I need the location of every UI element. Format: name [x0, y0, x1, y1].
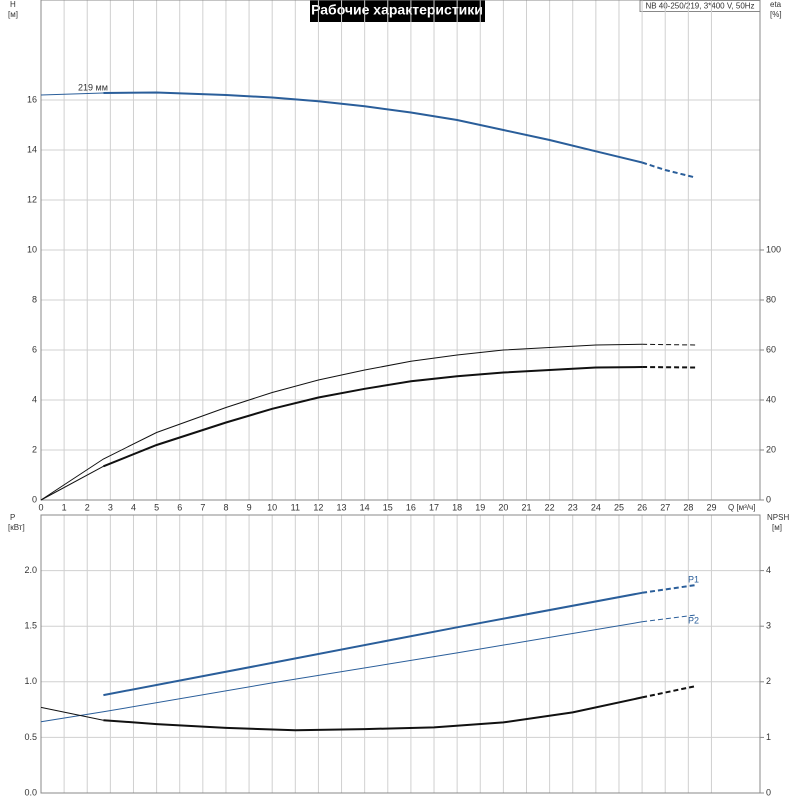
y-tick-label: 16: [27, 94, 37, 104]
plot-frame: [40, 0, 761, 501]
x-tick-label: 0: [38, 502, 43, 512]
title-box: [310, 0, 485, 22]
y2-axis-unit: [%]: [770, 10, 782, 19]
x-tick-label: 10: [267, 502, 277, 512]
x-tick-label: 20: [498, 502, 508, 512]
curve: [40, 343, 643, 501]
curve: [103, 696, 643, 732]
x-tick-label: 6: [177, 502, 182, 512]
annotation: P1: [688, 574, 699, 584]
x-tick-label: 24: [591, 502, 601, 512]
curve: [40, 706, 104, 721]
curve: [40, 465, 104, 501]
x-tick-label: 17: [429, 502, 439, 512]
curve: [641, 161, 696, 179]
x-tick-label: 29: [706, 502, 716, 512]
x-tick-label: 18: [452, 502, 462, 512]
x-tick-label: 2: [85, 502, 90, 512]
y-tick-label: 2: [32, 444, 37, 454]
x-tick-label: 7: [200, 502, 205, 512]
x-tick-label: 26: [637, 502, 647, 512]
y-tick-label: 6: [32, 344, 37, 354]
y-tick-label: 12: [27, 194, 37, 204]
x-tick-label: 28: [683, 502, 693, 512]
y-tick-label: 2.0: [24, 565, 37, 575]
x-tick-label: 5: [154, 502, 159, 512]
y-tick-label: 14: [27, 144, 37, 154]
curve: [641, 685, 696, 699]
curve: [103, 366, 643, 468]
y-tick-label: 1.5: [24, 621, 37, 631]
curve: [642, 614, 696, 623]
x-tick-label: 4: [131, 502, 136, 512]
y2-tick-label: 2: [766, 676, 771, 686]
y-tick-label: 10: [27, 244, 37, 254]
y2-tick-label: 40: [766, 394, 776, 404]
curve: [641, 584, 696, 594]
y-axis-unit: [м]: [8, 10, 18, 19]
y2-tick-label: 0: [766, 494, 771, 504]
y-axis-unit: [кВт]: [8, 523, 25, 532]
curve: [642, 366, 696, 369]
y-tick-label: 4: [32, 394, 37, 404]
curve: [40, 621, 643, 723]
annotation: 219 мм: [78, 82, 108, 92]
curve: [103, 591, 643, 697]
curve: [642, 343, 696, 346]
y2-tick-label: 100: [766, 244, 781, 254]
y-axis-label: P: [10, 513, 15, 522]
curve: [103, 91, 643, 164]
x-tick-label: 3: [108, 502, 113, 512]
y-tick-label: 0: [32, 494, 37, 504]
x-tick-label: 8: [223, 502, 228, 512]
y2-tick-label: 60: [766, 344, 776, 354]
chart-title: Рабочие характеристики: [311, 2, 483, 18]
x-tick-label: 12: [313, 502, 323, 512]
x-tick-label: 22: [545, 502, 555, 512]
x-axis-label: Q [м³/ч]: [728, 503, 755, 512]
x-tick-label: 11: [291, 502, 300, 512]
x-tick-label: 14: [360, 502, 370, 512]
y-tick-label: 0.0: [24, 787, 37, 797]
y-tick-label: 8: [32, 294, 37, 304]
y2-tick-label: 1: [766, 732, 771, 742]
plot-frame: [40, 514, 761, 794]
y2-tick-label: 4: [766, 565, 771, 575]
curve: [40, 92, 104, 96]
y2-axis-unit: [м]: [772, 523, 782, 532]
x-tick-label: 9: [247, 502, 252, 512]
y2-tick-label: 0: [766, 787, 771, 797]
y-tick-label: 1.0: [24, 676, 37, 686]
y2-axis-label: eta: [770, 0, 782, 9]
y-tick-label: 0.5: [24, 732, 37, 742]
x-tick-label: 23: [568, 502, 578, 512]
x-tick-label: 1: [62, 502, 67, 512]
x-tick-label: 19: [475, 502, 485, 512]
x-tick-label: 25: [614, 502, 624, 512]
x-tick-label: 15: [383, 502, 393, 512]
y2-tick-label: 20: [766, 444, 776, 454]
y2-axis-label: NPSH: [767, 513, 789, 522]
x-tick-label: 13: [337, 502, 347, 512]
x-tick-label: 16: [406, 502, 416, 512]
x-tick-label: 21: [521, 502, 531, 512]
y2-tick-label: 80: [766, 294, 776, 304]
chart-subtitle: NB 40-250/219, 3*400 V, 50Hz: [645, 2, 754, 11]
annotation: P2: [688, 615, 699, 625]
y2-tick-label: 3: [766, 621, 771, 631]
y-axis-label: H: [10, 0, 16, 9]
x-tick-label: 27: [660, 502, 670, 512]
